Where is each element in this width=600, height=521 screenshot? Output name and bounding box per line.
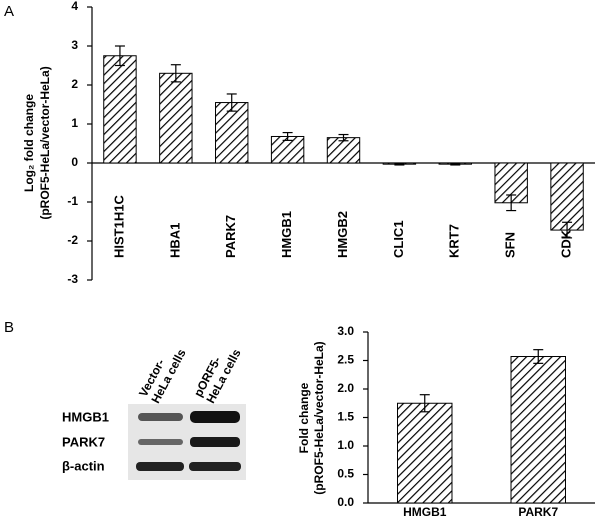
y-tick-label: -1 <box>67 194 78 208</box>
x-tick-label: SFN <box>503 232 518 258</box>
panel-label: A <box>4 3 14 20</box>
x-tick-label: HMGB2 <box>335 211 350 258</box>
x-tick-label: PARK7 <box>518 505 558 519</box>
blot-row-label: HMGB1 <box>62 409 109 424</box>
y-tick-label: 1 <box>71 116 78 130</box>
y-tick-label: 1.5 <box>337 410 354 424</box>
x-tick-label: PARK7 <box>223 215 238 258</box>
y-tick-label: 4 <box>71 0 78 13</box>
y-tick-label: 2.5 <box>337 353 354 367</box>
y-tick-label: 1.0 <box>337 438 354 452</box>
x-tick-label: HMGB1 <box>279 211 294 258</box>
blot-row-label: PARK7 <box>62 434 105 449</box>
x-tick-label: CLIC1 <box>391 220 406 258</box>
blot-image <box>128 404 246 480</box>
x-tick-label: KRT7 <box>447 224 462 258</box>
y-tick-label: 2 <box>71 77 78 91</box>
bar <box>510 356 566 504</box>
error-bar <box>562 221 573 239</box>
y-tick-label: 3.0 <box>337 324 354 338</box>
y-tick-label: 2.0 <box>337 381 354 395</box>
y-tick-label: 0 <box>71 155 78 169</box>
y-axis-label: Fold change <box>297 382 311 453</box>
y-tick-label: 0.0 <box>337 495 354 509</box>
y-axis-label: (pROF5-HeLa/vector-HeLa) <box>38 66 52 219</box>
error-bar <box>506 194 517 212</box>
blot-row-label: β-actin <box>62 458 105 473</box>
error-bar <box>338 133 349 142</box>
bar <box>550 162 584 231</box>
error-bar <box>170 64 181 83</box>
y-tick-label: -3 <box>67 272 78 286</box>
y-tick-label: 3 <box>71 38 78 52</box>
error-bar <box>394 162 405 166</box>
y-axis-label: (pROF5-HeLa/vector-HeLa) <box>312 341 326 494</box>
bar <box>397 402 453 504</box>
error-bar <box>226 93 237 112</box>
x-tick-label: HIST1H1C <box>111 195 126 258</box>
x-tick-label: HMGB1 <box>403 505 447 519</box>
error-bar <box>114 45 125 67</box>
error-bar <box>450 162 461 166</box>
y-tick-label: 0.5 <box>337 467 354 481</box>
error-bar <box>533 349 544 364</box>
error-bar <box>282 131 293 141</box>
error-bar <box>419 394 430 413</box>
bar <box>103 55 137 164</box>
bar <box>326 137 361 164</box>
bar <box>159 72 193 164</box>
x-tick-label: HBA1 <box>167 223 182 258</box>
y-tick-label: -2 <box>67 233 78 247</box>
panel-label: B <box>4 319 14 336</box>
y-axis-label: Log₂ fold change <box>22 94 36 192</box>
